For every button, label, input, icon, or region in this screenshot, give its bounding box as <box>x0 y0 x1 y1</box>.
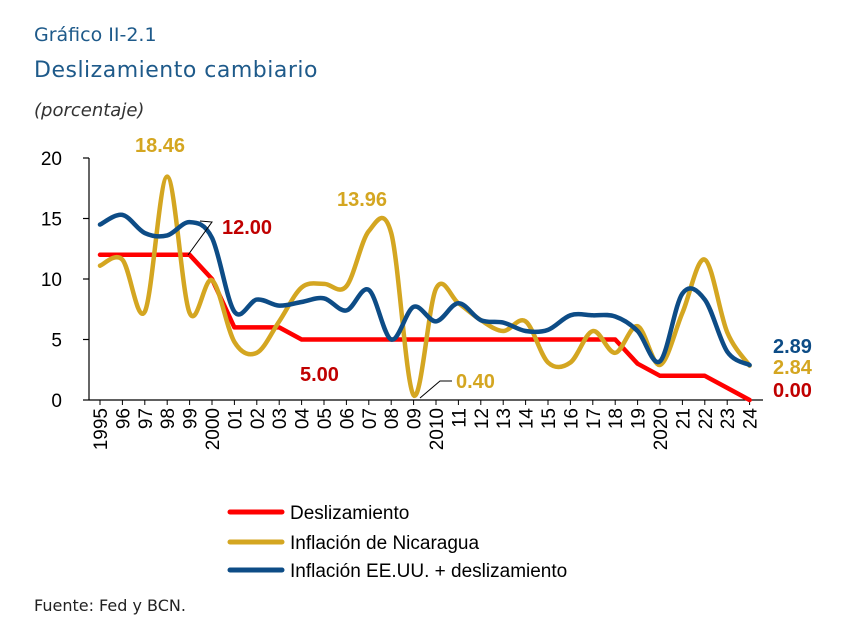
x-tick-label: 17 <box>584 408 605 429</box>
x-tick-label: 22 <box>696 408 717 429</box>
x-tick-label: 2010 <box>427 408 448 450</box>
y-tick-label: 20 <box>41 149 62 170</box>
source-note: Fuente: Fed y BCN. <box>34 596 186 615</box>
chart-title: Deslizamiento cambiario <box>34 58 318 83</box>
y-tick-label: 15 <box>41 210 62 231</box>
leader-line-040 <box>419 380 452 399</box>
series-line-inflacion-eeuu <box>97 212 752 368</box>
y-tick-label: 0 <box>51 391 62 412</box>
x-tick-label: 07 <box>360 408 381 429</box>
chart-unit: (porcentaje) <box>34 100 145 121</box>
x-tick-label: 14 <box>517 408 538 430</box>
y-tick-label: 5 <box>51 331 62 352</box>
label-deslizamiento-2024: 0.00 <box>773 380 812 402</box>
x-tick-label: 18 <box>606 408 627 429</box>
label-nicaragua-peak-1998: 18.46 <box>135 135 185 157</box>
x-tick-label: 21 <box>673 408 694 429</box>
label-nicaragua-peak-2007: 13.96 <box>337 189 387 211</box>
x-tick-label: 06 <box>337 408 358 429</box>
label-eeuu-2024: 2.89 <box>773 336 812 358</box>
x-tick-label: 96 <box>113 408 134 429</box>
x-tick-label: 09 <box>405 408 426 429</box>
x-tick-label: 19 <box>629 408 650 429</box>
x-tick-label: 99 <box>181 408 202 429</box>
leader-line-12 <box>187 220 213 256</box>
label-nicaragua-2024: 2.84 <box>773 357 813 379</box>
x-tick-label: 2000 <box>203 408 224 450</box>
legend-label: Inflación de Nicaragua <box>290 533 479 554</box>
x-tick-label: 23 <box>718 408 739 429</box>
series-line-deslizamiento <box>97 252 752 403</box>
chart-kicker: Gráfico II-2.1 <box>34 24 157 46</box>
x-tick-label: 98 <box>158 408 179 429</box>
legend-label: Deslizamiento <box>290 503 409 524</box>
x-tick-label: 1995 <box>91 408 112 450</box>
x-tick-label: 02 <box>248 408 269 429</box>
x-tick-label: 12 <box>472 408 493 429</box>
x-tick-label: 13 <box>494 408 515 429</box>
x-tick-label: 16 <box>561 408 582 429</box>
x-tick-label: 03 <box>270 408 291 429</box>
x-tick-label: 05 <box>315 408 336 429</box>
x-tick-label: 08 <box>382 408 403 429</box>
x-tick-label: 24 <box>741 408 762 430</box>
label-deslizamiento-2004: 5.00 <box>300 364 339 386</box>
x-tick-label: 2020 <box>651 408 672 450</box>
x-tick-label: 11 <box>449 408 470 428</box>
label-nicaragua-2009: 0.40 <box>456 371 495 393</box>
legend-label: Inflación EE.UU. + deslizamiento <box>290 561 567 582</box>
x-tick-label: 04 <box>293 408 314 430</box>
label-deslizamiento-1999: 12.00 <box>222 217 272 239</box>
x-tick-label: 97 <box>136 408 157 429</box>
x-tick-label: 15 <box>539 408 560 429</box>
x-tick-label: 01 <box>225 408 246 429</box>
y-tick-label: 10 <box>41 270 62 291</box>
series-line-inflacion-nicaragua <box>97 174 752 398</box>
